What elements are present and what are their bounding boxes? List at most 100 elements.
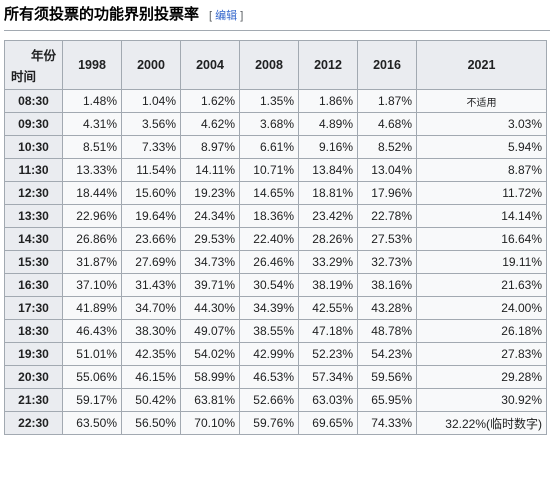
turnout-cell: 30.92%	[416, 388, 547, 412]
corner-year-label: 年份	[30, 49, 56, 63]
time-cell: 10:30	[4, 135, 63, 159]
turnout-cell: 8.97%	[180, 135, 240, 159]
turnout-cell: 48.78%	[357, 319, 417, 343]
turnout-cell: 47.18%	[298, 319, 358, 343]
turnout-cell: 不适用	[416, 89, 547, 113]
turnout-cell: 14.11%	[180, 158, 240, 182]
turnout-cell: 1.35%	[239, 89, 299, 113]
turnout-cell: 8.87%	[416, 158, 547, 182]
turnout-cell: 34.39%	[239, 296, 299, 320]
corner-header: 年份 时间	[4, 40, 63, 90]
turnout-cell: 52.66%	[239, 388, 299, 412]
turnout-cell: 32.22%(临时数字)	[416, 411, 547, 435]
turnout-cell: 3.68%	[239, 112, 299, 136]
section-title: 所有须投票的功能界别投票率	[4, 6, 200, 23]
turnout-cell: 38.19%	[298, 273, 358, 297]
turnout-cell: 63.03%	[298, 388, 358, 412]
turnout-cell: 18.36%	[239, 204, 299, 228]
year-header: 2012	[298, 40, 358, 90]
table-row: 18:30 46.43% 38.30% 49.07% 38.55% 47.18% 48.78…	[4, 319, 547, 343]
time-cell: 20:30	[4, 365, 63, 389]
turnout-cell: 34.73%	[180, 250, 240, 274]
year-header: 2000	[121, 40, 181, 90]
turnout-cell: 74.33%	[357, 411, 417, 435]
turnout-cell: 3.03%	[416, 112, 547, 136]
table-row: 11:30 13.33% 11.54% 14.11% 10.71% 13.84% 13.04…	[4, 158, 547, 182]
edit-link[interactable]: 编辑	[215, 10, 238, 22]
turnout-cell: 1.04%	[121, 89, 181, 113]
turnout-cell: 37.10%	[62, 273, 122, 297]
edit-section: [ 编辑 ]	[209, 7, 243, 23]
turnout-cell: 8.52%	[357, 135, 417, 159]
turnout-cell: 8.51%	[62, 135, 122, 159]
turnout-cell: 17.96%	[357, 181, 417, 205]
turnout-cell: 26.86%	[62, 227, 122, 251]
table-row: 15:30 31.87% 27.69% 34.73% 26.46% 33.29% 32.73…	[4, 250, 547, 274]
turnout-cell: 24.34%	[180, 204, 240, 228]
turnout-cell: 27.53%	[357, 227, 417, 251]
turnout-cell: 69.65%	[298, 411, 358, 435]
time-cell: 15:30	[4, 250, 63, 274]
turnout-cell: 50.42%	[121, 388, 181, 412]
turnout-cell: 11.72%	[416, 181, 547, 205]
turnout-cell: 21.63%	[416, 273, 547, 297]
turnout-cell: 39.71%	[180, 273, 240, 297]
turnout-cell: 11.54%	[121, 158, 181, 182]
turnout-cell: 26.18%	[416, 319, 547, 343]
turnout-cell: 28.26%	[298, 227, 358, 251]
turnout-cell: 55.06%	[62, 365, 122, 389]
year-header: 2008	[239, 40, 299, 90]
time-cell: 22:30	[4, 411, 63, 435]
year-header: 2021	[416, 40, 547, 90]
table-row: 08:30 1.48% 1.04% 1.62% 1.35% 1.86% 1.87% 不适用	[4, 89, 547, 113]
turnout-cell: 23.42%	[298, 204, 358, 228]
turnout-cell: 10.71%	[239, 158, 299, 182]
table-row: 13:30 22.96% 19.64% 24.34% 18.36% 23.42% 22.78…	[4, 204, 547, 228]
turnout-cell: 41.89%	[62, 296, 122, 320]
turnout-cell: 30.54%	[239, 273, 299, 297]
turnout-cell: 65.95%	[357, 388, 417, 412]
table-row: 14:30 26.86% 23.66% 29.53% 22.40% 28.26% 27.53…	[4, 227, 547, 251]
turnout-cell: 1.87%	[357, 89, 417, 113]
turnout-cell: 5.94%	[416, 135, 547, 159]
time-cell: 12:30	[4, 181, 63, 205]
turnout-cell: 59.76%	[239, 411, 299, 435]
turnout-cell: 23.66%	[121, 227, 181, 251]
turnout-cell: 38.30%	[121, 319, 181, 343]
turnout-cell: 1.62%	[180, 89, 240, 113]
turnout-cell: 18.44%	[62, 181, 122, 205]
turnout-cell: 46.53%	[239, 365, 299, 389]
turnout-cell: 4.89%	[298, 112, 358, 136]
turnout-cell: 19.64%	[121, 204, 181, 228]
time-cell: 13:30	[4, 204, 63, 228]
turnout-cell: 29.53%	[180, 227, 240, 251]
turnout-cell: 4.62%	[180, 112, 240, 136]
turnout-cell: 70.10%	[180, 411, 240, 435]
edit-bracket-open: [	[209, 10, 213, 22]
time-cell: 09:30	[4, 112, 63, 136]
turnout-cell: 29.28%	[416, 365, 547, 389]
turnout-cell: 4.68%	[357, 112, 417, 136]
turnout-cell: 19.11%	[416, 250, 547, 274]
turnout-cell: 13.04%	[357, 158, 417, 182]
time-cell: 19:30	[4, 342, 63, 366]
section-heading: 所有须投票的功能界别投票率 [ 编辑 ]	[4, 3, 552, 33]
time-cell: 08:30	[4, 89, 63, 113]
turnout-cell: 32.73%	[357, 250, 417, 274]
turnout-cell: 22.40%	[239, 227, 299, 251]
turnout-cell: 18.81%	[298, 181, 358, 205]
turnout-cell: 63.81%	[180, 388, 240, 412]
turnout-cell: 15.60%	[121, 181, 181, 205]
time-cell: 14:30	[4, 227, 63, 251]
turnout-cell: 52.23%	[298, 342, 358, 366]
turnout-cell: 1.86%	[298, 89, 358, 113]
turnout-cell: 33.29%	[298, 250, 358, 274]
header-row: 年份 时间 1998 2000 2004 2008 2012 2016 2021	[4, 40, 547, 90]
turnout-cell: 7.33%	[121, 135, 181, 159]
heading-divider	[4, 30, 550, 31]
turnout-cell: 13.84%	[298, 158, 358, 182]
year-header: 2004	[180, 40, 240, 90]
time-cell: 11:30	[4, 158, 63, 182]
turnout-cell: 38.55%	[239, 319, 299, 343]
turnout-cell: 6.61%	[239, 135, 299, 159]
